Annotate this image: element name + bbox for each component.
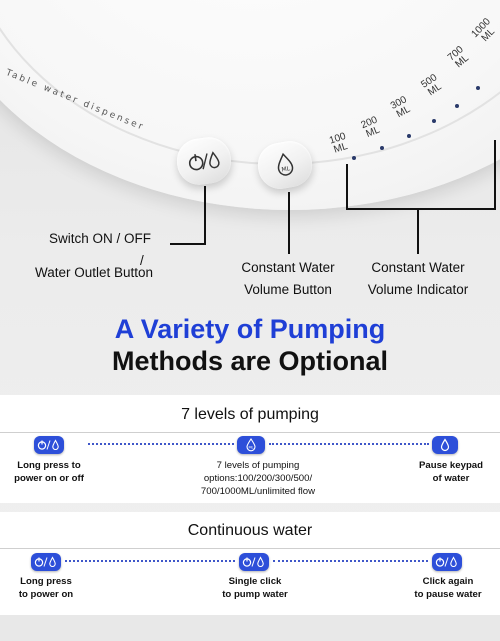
switch-callout-line [170, 243, 206, 245]
switch-label-line: / [140, 253, 144, 268]
constant-button-label-line: Volume Button [244, 282, 332, 297]
step-caption: Click again to pause water [396, 575, 500, 601]
drop-icon [440, 438, 450, 452]
power-drop-icon [37, 439, 59, 450]
ml-drop-icon: ML [277, 152, 294, 176]
caption-line: to power on [18, 589, 74, 600]
indicator-callout-line [346, 164, 348, 210]
indicator-label-line: Volume Indicator [367, 282, 469, 297]
caption-line: Long press [20, 576, 72, 587]
constant-button-label-line: Constant Water [241, 260, 335, 275]
constant-volume-physical-button: ML [254, 137, 316, 193]
indicator-dot [352, 156, 356, 160]
power-drop-icon [435, 556, 457, 567]
caption-line: 700/1000ML/unlimited flow [200, 486, 316, 497]
indicator-callout-line [417, 208, 419, 254]
headline-line1: A Variety of Pumping [114, 314, 386, 344]
svg-text:ML: ML [248, 446, 253, 450]
svg-text:ML: ML [281, 165, 291, 173]
step-ml-button: ML [237, 436, 265, 454]
power-outlet-button [174, 134, 234, 188]
indicator-dot [380, 146, 384, 150]
caption-line: Long press to [17, 460, 81, 471]
bottom-background [0, 615, 500, 641]
device-photo: Table water dispenser ML 100 ML 200 ML 300 ML… [0, 0, 500, 310]
indicator-dot [455, 104, 459, 108]
step-caption: Long press to power on or off [0, 459, 98, 485]
indicator-label-line: Constant Water [371, 260, 465, 275]
indicator-callout-line [346, 208, 496, 210]
power-drop-icon [188, 151, 220, 171]
step-caption: Single click to pump water [200, 575, 310, 601]
caption-line: Pause keypad [419, 460, 483, 471]
indicator-dot [432, 119, 436, 123]
button-callout-line [288, 192, 290, 254]
caption-line: to pause water [414, 589, 482, 600]
caption-line: to pump water [222, 589, 288, 600]
constant-button-callout-label: Constant Water Volume Button [226, 257, 350, 301]
step-connector [88, 443, 234, 445]
step-power-button [31, 553, 61, 571]
pumping-levels-panel: 7 levels of pumping ML Long press to pow… [0, 395, 500, 503]
step-caption: 7 levels of pumping options:100/200/300/… [178, 459, 338, 498]
step-power-button [239, 553, 269, 571]
caption-line: Single click [228, 576, 282, 587]
switch-callout-label-2: Water Outlet Button [34, 265, 154, 280]
indicator-dot [407, 134, 411, 138]
step-connector [65, 560, 235, 562]
caption-line: options:100/200/300/500/ [203, 473, 313, 484]
indicator-dot [476, 86, 480, 90]
switch-label-line: Switch ON / OFF [48, 231, 151, 246]
step-caption: Pause keypad of water [402, 459, 500, 485]
continuous-water-title: Continuous water [187, 522, 313, 539]
indicator-callout-line [494, 140, 496, 210]
caption-line: 7 levels of pumping [216, 460, 300, 471]
continuous-water-panel: Continuous water Long press to power on [0, 512, 500, 615]
step-power-button [34, 436, 64, 454]
headline-line2: Methods are Optional [111, 346, 389, 376]
caption-line: Click again [422, 576, 474, 587]
step-power-button [432, 553, 462, 571]
indicator-callout-label: Constant Water Volume Indicator [356, 257, 480, 301]
power-drop-icon [34, 556, 56, 567]
caption-line: of water [432, 473, 470, 484]
panel-divider [0, 432, 500, 433]
step-connector [273, 560, 428, 562]
ml-drop-icon: ML [246, 438, 256, 452]
caption-line: power on or off [14, 473, 84, 484]
pumping-levels-title: 7 levels of pumping [181, 406, 319, 423]
power-drop-icon [242, 556, 264, 567]
switch-callout-line [204, 186, 206, 244]
step-caption: Long press to power on [0, 575, 92, 601]
panel-divider [0, 548, 500, 549]
step-connector [269, 443, 429, 445]
step-pause-button [432, 436, 458, 454]
switch-callout-label: Switch ON / OFF / [20, 228, 180, 272]
